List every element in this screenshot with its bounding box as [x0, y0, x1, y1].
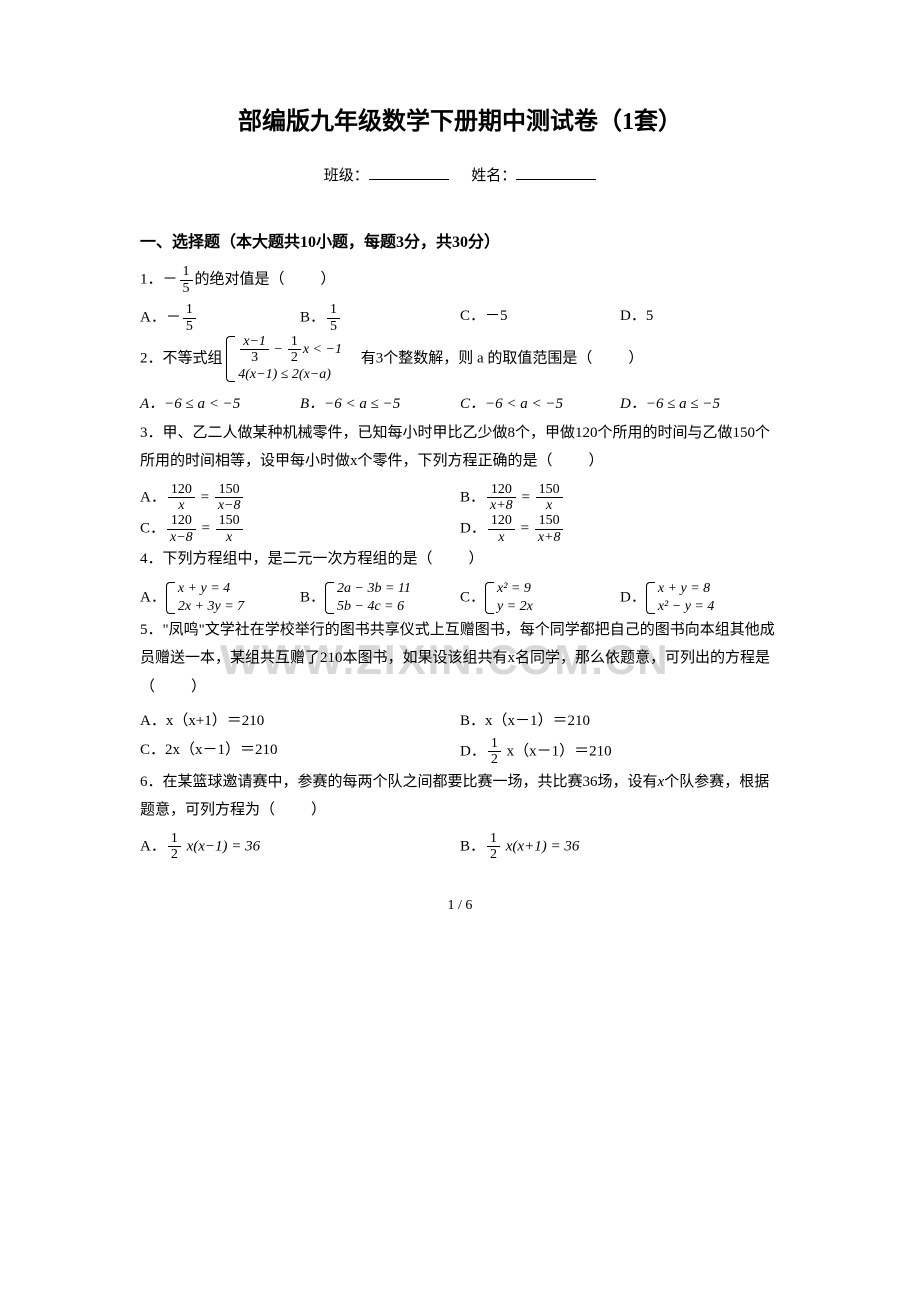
q2-system: x−13 − 12x < −1 4(x−1) ≤ 2(x−a)	[226, 334, 342, 384]
q6-options: A．12 x(x−1) = 36 B．12 x(x+1) = 36	[140, 831, 780, 863]
q5-paren: （ ）	[140, 679, 208, 695]
q1-stem-a: 1．－	[140, 272, 178, 288]
q5-options-ab: A．x（x+1）＝210 B．x（x－1）＝210	[140, 707, 780, 736]
q6-paren: （ ）	[260, 802, 328, 818]
question-4: 4．下列方程组中，是二元一次方程组的是（ ）	[140, 545, 780, 574]
section-1-header: 一、选择题（本大题共10小题，每题3分，共30分）	[140, 228, 780, 258]
q3-stem: 3．甲、乙二人做某种机械零件，已知每小时甲比乙少做8个，甲做120个所用的时间与…	[140, 425, 770, 470]
q3-paren: （ ）	[538, 453, 606, 469]
question-1: 1．－15的绝对值是（ ）	[140, 264, 780, 296]
q2-opt-b: B．−6 < a ≤ −5	[300, 390, 460, 419]
q6-opt-a: A．12 x(x−1) = 36	[140, 831, 460, 863]
student-info-line: 班级： 姓名：	[140, 162, 780, 191]
q6-opt-b: B．12 x(x+1) = 36	[460, 831, 780, 863]
q4-paren: （ ）	[418, 551, 486, 567]
q5-opt-b: B．x（x－1）＝210	[460, 707, 780, 736]
page-number: 1 / 6	[140, 893, 780, 920]
q2-opt-a: A．−6 ≤ a < −5	[140, 390, 300, 419]
q5-opt-c: C．2x（x－1）＝210	[140, 736, 460, 768]
q4-opt-a: A．x + y = 42x + 3y = 7	[140, 580, 300, 616]
q1-opt-c: C．－5	[460, 302, 620, 334]
q3-opt-d: D．120x = 150x+8	[460, 513, 780, 545]
q4-opt-d: D．x + y = 8x² − y = 4	[620, 580, 780, 616]
q1-opt-d: D．5	[620, 302, 780, 334]
q2-opt-d: D．−6 ≤ a ≤ −5	[620, 390, 780, 419]
question-3: 3．甲、乙二人做某种机械零件，已知每小时甲比乙少做8个，甲做120个所用的时间与…	[140, 419, 780, 476]
q2-options: A．−6 ≤ a < −5 B．−6 < a ≤ −5 C．−6 < a < −…	[140, 390, 780, 419]
q4-opt-c: C．x² = 9y = 2x	[460, 580, 620, 616]
q4-opt-b: B．2a − 3b = 115b − 4c = 6	[300, 580, 460, 616]
q6-stem-a: 6．在某篮球邀请赛中，参赛的每两个队之间都要比赛一场，共比赛36场，设有	[140, 774, 658, 790]
name-label: 姓名：	[471, 168, 516, 184]
q1-options: A．－15 B．15 C．－5 D．5	[140, 302, 780, 334]
q2-opt-c: C．−6 < a < −5	[460, 390, 620, 419]
q1-paren: （ ）	[270, 272, 338, 288]
q1-frac: 15	[180, 264, 193, 296]
question-6: 6．在某篮球邀请赛中，参赛的每两个队之间都要比赛一场，共比赛36场，设有x个队参…	[140, 768, 780, 825]
q4-options: A．x + y = 42x + 3y = 7 B．2a − 3b = 115b …	[140, 580, 780, 616]
q5-options-cd: C．2x（x－1）＝210 D．12 x（x－1）＝210	[140, 736, 780, 768]
q3-opt-c: C．120x−8 = 150x	[140, 513, 460, 545]
q3-options-ab: A．120x = 150x−8 B．120x+8 = 150x	[140, 482, 780, 514]
question-2: 2．不等式组 x−13 − 12x < −1 4(x−1) ≤ 2(x−a) 有…	[140, 334, 780, 384]
q3-options-cd: C．120x−8 = 150x D．120x = 150x+8	[140, 513, 780, 545]
q2-stem-a: 2．不等式组	[140, 350, 223, 366]
name-blank	[516, 164, 596, 180]
q3-opt-b: B．120x+8 = 150x	[460, 482, 780, 514]
class-blank	[369, 164, 449, 180]
q3-opt-a: A．120x = 150x−8	[140, 482, 460, 514]
class-label: 班级：	[324, 168, 369, 184]
q2-paren: （ ）	[577, 350, 645, 366]
q1-opt-a: A．－15	[140, 302, 300, 334]
q5-stem: 5．"凤鸣"文学社在学校举行的图书共享仪式上互赠图书，每个同学都把自己的图书向本…	[140, 622, 775, 667]
q1-stem-b: 的绝对值是	[195, 272, 270, 288]
question-5: 5．"凤鸣"文学社在学校举行的图书共享仪式上互赠图书，每个同学都把自己的图书向本…	[140, 616, 780, 702]
q5-opt-d: D．12 x（x－1）＝210	[460, 736, 780, 768]
page-title: 部编版九年级数学下册期中测试卷（1套）	[140, 100, 780, 146]
q5-opt-a: A．x（x+1）＝210	[140, 707, 460, 736]
q1-opt-b: B．15	[300, 302, 460, 334]
q4-stem: 4．下列方程组中，是二元一次方程组的是	[140, 551, 418, 567]
q2-stem-b: 有3个整数解，则 a 的取值范围是	[346, 350, 578, 366]
